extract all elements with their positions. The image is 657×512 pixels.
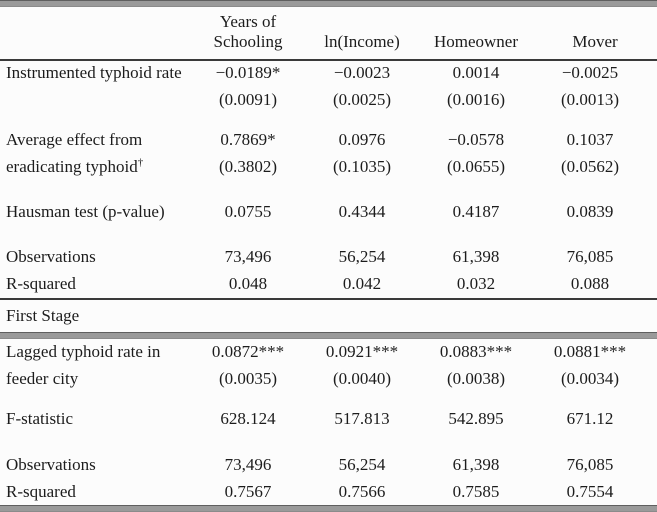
table-cell: 542.895 xyxy=(448,408,504,428)
table-row-first-stage-r-squared: R-squared 0.7567 0.7566 0.7585 0.7554 xyxy=(0,479,657,506)
table-cell: (0.0091) xyxy=(218,89,278,109)
top-rule xyxy=(0,0,657,7)
table-cell: 73,496 xyxy=(224,246,272,266)
table-cell: (0.0038) xyxy=(446,368,506,388)
table-cell: 0.4344 xyxy=(338,201,386,221)
table-cell: (0.0655) xyxy=(446,156,506,176)
table-cell: 0.0881*** xyxy=(553,342,627,362)
section-header-first-stage: First Stage xyxy=(0,299,657,333)
row-spacer xyxy=(0,114,657,127)
table-row-lagged-typhoid-rate: Lagged typhoid rate in 0.0872*** 0.0921*… xyxy=(0,339,657,366)
row-spacer xyxy=(0,226,657,244)
table-cell: 0.042 xyxy=(342,273,382,293)
row-spacer xyxy=(0,433,657,452)
table-cell: 0.0014 xyxy=(452,63,500,83)
row-spacer xyxy=(0,181,657,199)
section-label: First Stage xyxy=(6,305,80,325)
table-row-average-effect-se: eradicating typhoid† (0.3802) (0.1035) (… xyxy=(0,154,657,181)
table-cell: 0.048 xyxy=(228,273,268,293)
table-cell: 0.7566 xyxy=(338,481,386,501)
table-cell: (0.0035) xyxy=(218,368,278,388)
header-spacer xyxy=(0,7,191,59)
table-row-feeder-city-se: feeder city (0.0035) (0.0040) (0.0038) (… xyxy=(0,366,657,393)
table-row-instrumented-typhoid-rate-se: (0.0091) (0.0025) (0.0016) (0.0013) xyxy=(0,87,657,114)
table-cell: 0.7567 xyxy=(224,481,272,501)
table-cell: −0.0023 xyxy=(333,63,391,83)
table-cell: 0.7869* xyxy=(220,129,276,149)
row-label xyxy=(0,87,191,114)
table-row-f-statistic: F-statistic 628.124 517.813 542.895 671.… xyxy=(0,406,657,433)
table-cell: 0.032 xyxy=(456,273,496,293)
table-cell: (0.0013) xyxy=(560,89,620,109)
table-cell: −0.0189* xyxy=(215,63,281,83)
table-cell: (0.0040) xyxy=(332,368,392,388)
table-cell: 0.0755 xyxy=(224,201,272,221)
table-cell: 61,398 xyxy=(452,454,500,474)
table-cell: 76,085 xyxy=(566,454,614,474)
table-cell: 0.088 xyxy=(570,273,610,293)
row-spacer xyxy=(0,393,657,406)
table-row-first-stage-observations: Observations 73,496 56,254 61,398 76,085 xyxy=(0,452,657,479)
table-cell: (0.0016) xyxy=(446,89,506,109)
table-row-hausman-test: Hausman test (p-value) 0.0755 0.4344 0.4… xyxy=(0,199,657,226)
table-cell: 0.0872*** xyxy=(211,342,285,362)
table-cell: (0.3802) xyxy=(218,156,278,176)
table-cell: (0.0034) xyxy=(560,368,620,388)
table-cell: 671.12 xyxy=(566,408,614,428)
table-row-observations: Observations 73,496 56,254 61,398 76,085 xyxy=(0,244,657,271)
table-cell: (0.0562) xyxy=(560,156,620,176)
column-header-mover: Mover xyxy=(572,32,618,52)
row-label: feeder city xyxy=(6,368,79,388)
row-label: Lagged typhoid rate in xyxy=(6,342,161,362)
table-cell: 0.7585 xyxy=(452,481,500,501)
table-cell: 0.7554 xyxy=(566,481,614,501)
table-cell: 0.0883*** xyxy=(439,342,513,362)
table-cell: 56,254 xyxy=(338,454,386,474)
first-stage-rule xyxy=(0,332,657,339)
row-label: R-squared xyxy=(6,481,76,501)
table-cell: 0.4187 xyxy=(452,201,500,221)
table-cell: (0.1035) xyxy=(332,156,392,176)
column-header-years-of-schooling: Years of Schooling xyxy=(213,11,283,52)
column-header-row: Years of Schooling ln(Income) Homeowner … xyxy=(0,7,657,59)
column-header-ln-income: ln(Income) xyxy=(324,32,400,52)
table-cell: 0.0921*** xyxy=(325,342,399,362)
table-cell: 61,398 xyxy=(452,246,500,266)
table-cell: (0.0025) xyxy=(332,89,392,109)
row-label: Observations xyxy=(6,454,96,474)
table-row-average-effect: Average effect from 0.7869* 0.0976 −0.05… xyxy=(0,127,657,154)
row-label: eradicating typhoid† xyxy=(6,156,144,176)
table-cell: 0.1037 xyxy=(566,129,614,149)
dagger-footnote-marker: † xyxy=(137,156,144,169)
table-cell: −0.0578 xyxy=(447,129,505,149)
row-label: Instrumented typhoid rate xyxy=(6,63,182,83)
row-label: R-squared xyxy=(6,273,76,293)
table-row-r-squared: R-squared 0.048 0.042 0.032 0.088 xyxy=(0,271,657,298)
table-row-instrumented-typhoid-rate: Instrumented typhoid rate −0.0189* −0.00… xyxy=(0,60,657,87)
table-cell: 56,254 xyxy=(338,246,386,266)
table-cell: 0.0839 xyxy=(566,201,614,221)
column-header-homeowner: Homeowner xyxy=(433,32,519,52)
row-label: Average effect from xyxy=(6,129,143,149)
table-cell: 76,085 xyxy=(566,246,614,266)
table-cell: 628.124 xyxy=(220,408,276,428)
table-cell: −0.0025 xyxy=(561,63,619,83)
row-label: Observations xyxy=(6,246,96,266)
row-label: Hausman test (p-value) xyxy=(6,201,165,221)
row-label: F-statistic xyxy=(6,408,74,428)
table-cell: 517.813 xyxy=(334,408,390,428)
table-cell: 73,496 xyxy=(224,454,272,474)
table-cell: 0.0976 xyxy=(338,129,386,149)
